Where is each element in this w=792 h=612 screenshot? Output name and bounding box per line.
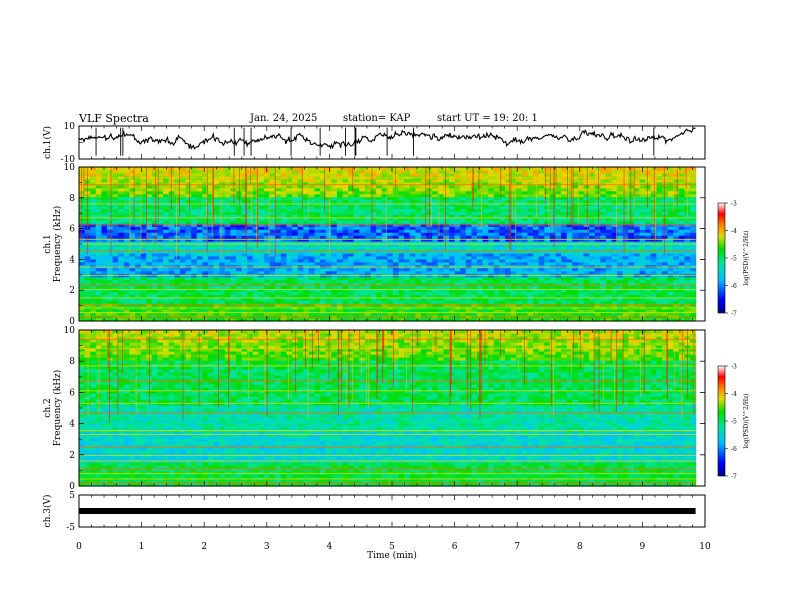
colorbar-label: log(PSD)(V^2/Hz) — [743, 393, 750, 448]
ch2-colorbar — [717, 365, 726, 477]
x-tick-label: 8 — [577, 542, 583, 552]
colorbar-tick-label: -3 — [731, 201, 737, 208]
x-tick-label: 9 — [640, 542, 646, 552]
x-tick-label: 0 — [76, 542, 82, 552]
x-tick-label: 6 — [452, 542, 458, 552]
ch1-ylabel: ch.1(V) — [42, 126, 53, 159]
y-tick-label: -5 — [66, 523, 75, 533]
y-tick-label: -10 — [61, 155, 76, 165]
colorbar-label: log(PSD)(V^2/Hz) — [743, 230, 750, 285]
colorbar-tick-label: -3 — [731, 364, 737, 371]
y-tick-label: 2 — [69, 286, 75, 296]
y-tick-label: 10 — [64, 122, 76, 132]
y-tick-label: 4 — [69, 255, 75, 265]
ch3-waveform-line — [79, 508, 696, 514]
x-tick-label: 7 — [514, 542, 520, 552]
channel-label: ch.2 — [43, 398, 53, 417]
start-ut-label: start UT = — [437, 113, 491, 124]
station-label: station= KAP — [343, 113, 411, 124]
y-tick-label: 6 — [69, 225, 75, 235]
y-tick-label: 8 — [69, 194, 75, 204]
y-tick-label: 0 — [69, 482, 75, 492]
y-tick-label: 2 — [69, 451, 75, 461]
y-tick-label: 4 — [69, 420, 75, 430]
y-tick-label: 8 — [69, 357, 75, 367]
ch3-ylabel: ch.3(V) — [42, 495, 53, 528]
y-tick-label: 5 — [69, 491, 75, 501]
colorbar-tick-label: -4 — [731, 391, 737, 398]
y-tick-label: 10 — [64, 163, 76, 173]
colorbar-tick-label: -5 — [731, 419, 737, 426]
start-ut-value: 19: 20: 1 — [493, 113, 538, 124]
ch1-spectrogram-cells — [79, 167, 697, 322]
x-tick-label: 10 — [699, 542, 711, 552]
x-tick-label: 2 — [201, 542, 207, 552]
colorbar-tick-label: -7 — [731, 474, 737, 481]
x-axis-title: Time (min) — [367, 550, 417, 561]
x-tick-label: 5 — [389, 542, 395, 552]
colorbar-tick-label: -5 — [731, 256, 737, 263]
x-tick-label: 4 — [327, 542, 333, 552]
plot-title: VLF Spectra — [79, 112, 149, 125]
ch1-colorbar — [717, 202, 726, 314]
ch2-spectrogram-cells — [79, 330, 697, 487]
channel-label: ch.1 — [43, 234, 53, 253]
frequency-axis-label: Frequency (kHz) — [52, 370, 63, 447]
x-tick-label: 3 — [264, 542, 270, 552]
colorbar-tick-label: -6 — [731, 446, 737, 453]
date-label: Jan. 24, 2025 — [250, 113, 318, 124]
frequency-axis-label: Frequency (kHz) — [52, 206, 63, 283]
colorbar-tick-label: -6 — [731, 283, 737, 290]
y-tick-label: 10 — [64, 326, 76, 336]
y-tick-label: 0 — [69, 317, 75, 327]
colorbar-tick-label: -4 — [731, 228, 737, 235]
colorbar-tick-label: -7 — [731, 311, 737, 318]
x-tick-label: 1 — [139, 542, 145, 552]
y-tick-label: 6 — [69, 388, 75, 398]
